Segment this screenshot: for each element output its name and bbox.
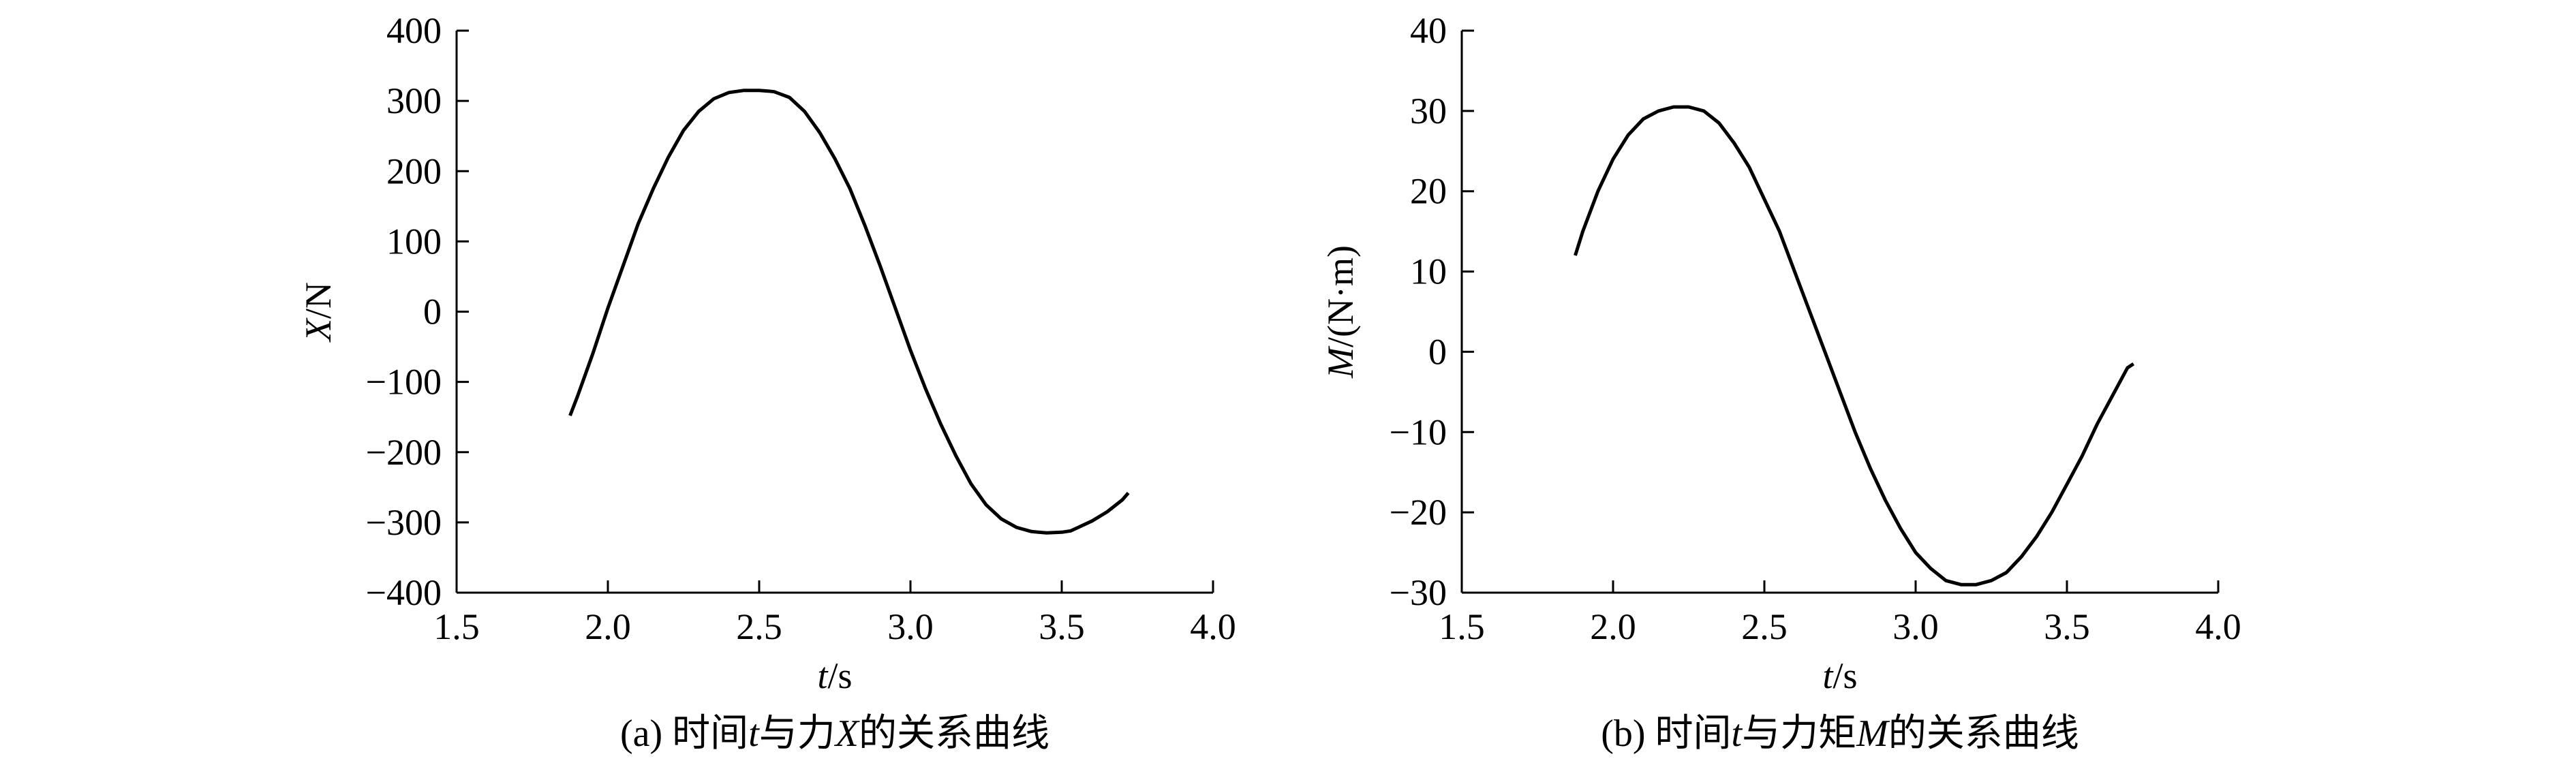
y-tick-label: −200 <box>366 432 442 473</box>
caption-part: 与力 <box>759 713 835 755</box>
x-tick-label: 3.0 <box>1892 606 1939 647</box>
y-tick-label: 300 <box>386 80 442 121</box>
series-line <box>568 89 1130 535</box>
caption-part: 与力矩 <box>1742 713 1856 755</box>
y-axis-label-unit: /(N·m) <box>1320 245 1361 347</box>
x-tick-label: 4.0 <box>2195 606 2241 647</box>
x-tick-label: 1.5 <box>1439 606 1485 647</box>
caption-b: (b) 时间t与力矩M的关系曲线 <box>1601 713 2079 755</box>
y-tick-label: −100 <box>366 362 442 403</box>
chart-panel-b: 40 30 20 10 0 −10 −20 −301.5 2.0 2.5 3.0 3.5 4.0 t/s M… <box>1320 10 2241 755</box>
x-axis-label-variable: t <box>1822 655 1834 696</box>
caption-part: M <box>1856 713 1890 755</box>
y-tick-label: 100 <box>386 221 442 262</box>
caption-part: t <box>748 713 760 755</box>
x-axis-label-unit: /s <box>1833 655 1857 696</box>
caption-part: 的关系曲线 <box>1888 713 2079 755</box>
x-tick-label: 2.5 <box>1741 606 1788 647</box>
y-tick-label: 400 <box>386 10 442 51</box>
x-tick-label: 2.0 <box>1590 606 1636 647</box>
y-tick-label: 30 <box>1410 91 1447 131</box>
y-axis-label: M/(N·m) <box>1320 245 1361 379</box>
y-axis-label-unit: /N <box>298 282 339 319</box>
y-tick-label: 10 <box>1410 251 1447 292</box>
x-tick-label: 2.5 <box>736 606 782 647</box>
y-tick-label: 200 <box>386 151 442 191</box>
x-tick-label: 4.0 <box>1190 606 1236 647</box>
y-axis-label: X/N <box>298 282 339 343</box>
y-tick-label: 40 <box>1410 10 1447 51</box>
x-axis-label-unit: /s <box>827 655 852 696</box>
y-tick-label: 0 <box>1428 331 1447 372</box>
caption-part: t <box>1732 713 1743 755</box>
x-tick-label: 2.0 <box>585 606 631 647</box>
x-tick-label: 3.5 <box>2044 606 2090 647</box>
series-line <box>1574 105 2135 587</box>
caption-part: (a) 时间 <box>620 713 748 755</box>
caption-part: (b) 时间 <box>1601 713 1731 755</box>
x-tick-label: 3.0 <box>887 606 934 647</box>
y-tick-label: −300 <box>366 502 442 543</box>
y-tick-label: −30 <box>1390 572 1447 613</box>
caption-part: 的关系曲线 <box>859 713 1049 755</box>
x-axis-label: t/s <box>817 655 852 696</box>
caption-a: (a) 时间t与力X的关系曲线 <box>620 713 1049 755</box>
y-axis-label-variable: X <box>298 317 339 343</box>
y-axis-label-variable: M <box>1320 345 1361 379</box>
caption-part: X <box>834 713 861 755</box>
y-tick-label: −10 <box>1390 411 1447 452</box>
y-tick-label: 0 <box>423 292 442 332</box>
x-axis-label: t/s <box>1822 655 1857 696</box>
y-tick-label: 20 <box>1410 171 1447 212</box>
y-tick-label: −20 <box>1390 492 1447 533</box>
y-tick-label: −400 <box>366 572 442 613</box>
x-tick-label: 1.5 <box>433 606 480 647</box>
x-tick-label: 3.5 <box>1039 606 1085 647</box>
x-axis-label-variable: t <box>817 655 829 696</box>
